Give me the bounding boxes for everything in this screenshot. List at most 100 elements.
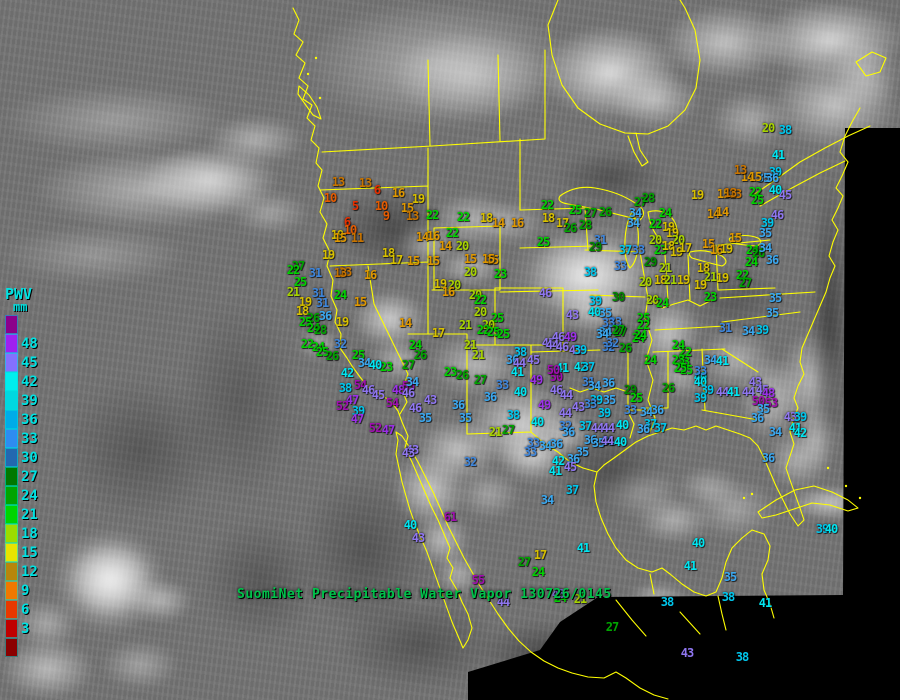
station-pwv-value: 25	[629, 391, 643, 405]
station-pwv-value: 21	[471, 348, 485, 362]
station-pwv-value: 26	[598, 205, 612, 219]
station-pwv-value: 20	[761, 121, 775, 135]
station-pwv-value: 53	[401, 379, 415, 393]
station-pwv-value: 33	[608, 315, 622, 329]
state-borders-east	[649, 239, 816, 373]
station-pwv-value: 42	[573, 360, 587, 374]
legend-row: 21	[5, 505, 38, 524]
cloud-blob	[368, 338, 428, 383]
station-pwv-value: 39	[760, 216, 774, 230]
station-pwv-value: 44	[590, 421, 604, 435]
station-pwv-value: 29	[623, 383, 637, 397]
station-pwv-value: 19	[669, 245, 683, 259]
station-pwv-value: 24	[631, 331, 645, 345]
station-pwv-value: 37	[565, 483, 579, 497]
station-pwv-value: 15	[463, 252, 477, 266]
station-pwv-value: 34	[703, 353, 717, 367]
station-pwv-value: 44	[496, 595, 510, 609]
station-pwv-value: 35	[756, 171, 770, 185]
station-pwv-value: 21	[658, 261, 672, 275]
station-pwv-value: 17	[678, 241, 692, 255]
legend-row: 9	[5, 581, 38, 600]
cloud-blob	[100, 640, 180, 690]
station-pwv-value: 39	[700, 383, 714, 397]
station-pwv-value: 36	[549, 437, 563, 451]
station-pwv-value: 22	[286, 263, 300, 277]
station-pwv-value: 27	[291, 259, 305, 273]
product-caption: SuomiNet Precipitable Water Vapor 130726…	[237, 587, 612, 602]
legend-value-label: 18	[21, 525, 38, 542]
legend-row: 15	[5, 543, 38, 562]
station-pwv-value: 36	[583, 433, 597, 447]
station-pwv-value: 20	[463, 265, 477, 279]
cloud-blob	[180, 300, 300, 500]
station-pwv-value: 35	[765, 306, 779, 320]
station-pwv-value: 16	[441, 285, 455, 299]
station-pwv-value: 19	[665, 226, 679, 240]
station-pwv-value: 25	[673, 361, 687, 375]
station-pwv-value: 40	[768, 183, 782, 197]
station-pwv-value: 15	[333, 231, 347, 245]
station-pwv-value: 22	[648, 217, 662, 231]
station-pwv-value: 46	[361, 383, 375, 397]
legend-row: 27	[5, 467, 38, 486]
station-pwv-value: 18	[541, 211, 555, 225]
station-pwv-value: 32	[333, 337, 347, 351]
station-pwv-value: 36	[761, 451, 775, 465]
station-pwv-value: 36	[765, 253, 779, 267]
station-pwv-value: 54	[353, 378, 367, 392]
station-pwv-value: 39	[815, 522, 829, 536]
legend-row: 42	[5, 372, 38, 391]
station-pwv-value: 18	[661, 239, 675, 253]
station-pwv-value: 21	[286, 285, 300, 299]
station-pwv-value: 46	[408, 401, 422, 415]
station-pwv-value: 15	[716, 187, 730, 201]
legend-color-block	[5, 467, 18, 486]
station-pwv-value: 26	[618, 341, 632, 355]
station-pwv-value: 23	[676, 355, 690, 369]
station-pwv-value: 27	[501, 423, 515, 437]
station-pwv-value: 25	[315, 345, 329, 359]
station-pwv-value: 36	[765, 171, 779, 185]
legend-value-label: 45	[21, 354, 38, 371]
station-pwv-value: 27	[473, 373, 487, 387]
legend-bar: 48 45 42 39 36 33 30 27 24 21 18 15 12 9 6 3	[5, 315, 38, 657]
station-pwv-value: 18	[295, 304, 309, 318]
station-pwv-value: 47	[350, 412, 364, 426]
station-pwv-value: 34	[595, 327, 609, 341]
station-pwv-value: 38	[660, 595, 674, 609]
station-pwv-value: 39	[589, 393, 603, 407]
lake-ontario	[728, 234, 762, 247]
station-pwv-value: 27	[517, 555, 531, 569]
station-pwv-value: 18	[653, 273, 667, 287]
station-pwv-value: 54	[385, 396, 399, 410]
station-pwv-value: 36	[750, 411, 764, 425]
station-pwv-value: 46	[770, 208, 784, 222]
canada-borders	[321, 49, 546, 153]
station-pwv-value: 36	[636, 422, 650, 436]
cloud-blob	[430, 192, 515, 247]
station-pwv-value: 30	[611, 290, 625, 304]
legend-value-label: 42	[21, 373, 38, 390]
legend-row: 36	[5, 410, 38, 429]
station-pwv-value: 25	[486, 325, 500, 339]
legend-row: 12	[5, 562, 38, 581]
station-pwv-value: 34	[626, 216, 640, 230]
cloud-blob	[300, 470, 430, 630]
cuba	[757, 485, 859, 519]
station-pwv-value: 37	[653, 421, 667, 435]
station-pwv-value: 26	[325, 349, 339, 363]
legend-value-label: 9	[21, 582, 30, 599]
station-pwv-value: 33	[613, 259, 627, 273]
station-pwv-value: 49	[529, 373, 543, 387]
station-pwv-value: 33	[601, 316, 615, 330]
station-pwv-value: 33	[526, 436, 540, 450]
station-pwv-value: 36	[318, 309, 332, 323]
legend-value-label: 27	[21, 468, 38, 485]
station-pwv-value: 23	[443, 365, 457, 379]
station-pwv-value: 24	[553, 591, 567, 605]
station-pwv-value: 44	[601, 421, 615, 435]
station-pwv-value: 47	[345, 393, 359, 407]
station-pwv-value: 45	[541, 336, 555, 350]
station-pwv-value: 23	[671, 353, 685, 367]
